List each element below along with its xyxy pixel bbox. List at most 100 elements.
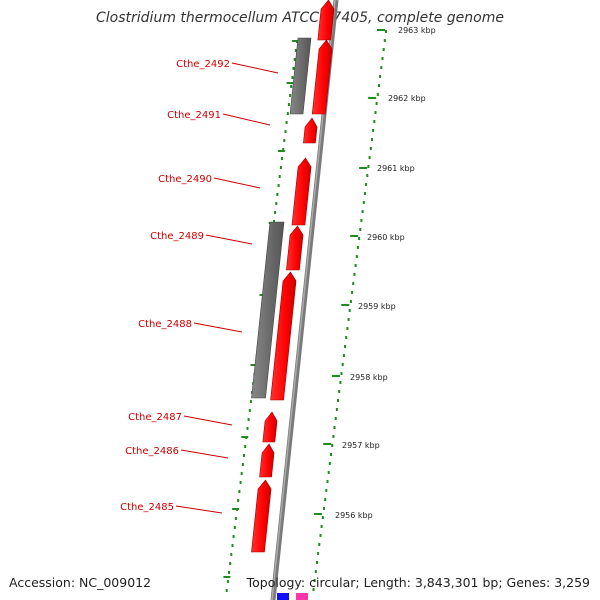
tick-mark (324, 498, 327, 501)
tick-mark (284, 130, 287, 133)
gene-labels: Cthe_2492 Cthe_2491 Cthe_2490 Cthe_2489 Cthe… (120, 59, 230, 513)
tick-mark (385, 30, 387, 33)
tick-mark (365, 183, 368, 186)
tick-mark (285, 121, 288, 124)
tick-mark (351, 291, 354, 294)
tick-mark (375, 102, 378, 105)
tick-mark (349, 300, 352, 303)
tick-mark (276, 193, 279, 196)
tick-mark (323, 507, 325, 510)
tick-mark (383, 39, 386, 42)
tick-mark (367, 165, 370, 168)
inner-tick-track (312, 29, 387, 591)
tick-mark (291, 76, 294, 79)
tick-mark (382, 48, 385, 51)
gene-label: Cthe_2489 (150, 231, 204, 242)
tick-mark (273, 220, 275, 223)
tick-mark (359, 228, 362, 231)
scale-label: 2962 kbp (388, 94, 426, 103)
tick-mark (286, 112, 289, 115)
tick-mark (289, 94, 292, 97)
tick-mark (358, 237, 361, 240)
tick-mark (238, 490, 241, 493)
tick-mark (328, 462, 331, 465)
tick-mark (281, 157, 283, 160)
scale-label: 2963 kbp (398, 26, 436, 35)
tick-mark (341, 363, 344, 366)
leader-line (183, 415, 233, 426)
tick-mark (249, 400, 252, 403)
tick-mark (292, 67, 295, 70)
leader-line (222, 113, 271, 126)
major-tick (359, 167, 368, 169)
tick-mark (293, 58, 296, 61)
tick-mark (361, 210, 364, 213)
tick-mark (275, 202, 278, 205)
tick-mark (338, 390, 341, 393)
tick-mark (362, 201, 365, 204)
blue-feature (277, 593, 289, 600)
scale-label: 2958 kbp (350, 373, 388, 382)
scale-label: 2959 kbp (358, 302, 396, 311)
tick-mark (313, 579, 316, 582)
leader-line (175, 505, 223, 514)
tick-mark (240, 472, 243, 475)
tick-mark (337, 399, 339, 402)
leader-line (180, 449, 229, 459)
leader-line (205, 234, 253, 245)
scale-label: 2961 kbp (377, 164, 415, 173)
tick-mark (319, 534, 322, 537)
major-tick (241, 436, 249, 438)
scale-label: 2960 kbp (367, 233, 405, 242)
gene-arrow-cthe-2486 (259, 443, 275, 478)
tick-mark (237, 499, 240, 502)
tick-mark (327, 471, 330, 474)
tick-mark (279, 166, 282, 169)
gene-label: Cthe_2488 (138, 319, 192, 330)
major-tick (223, 576, 231, 578)
tick-mark (226, 580, 229, 583)
tick-mark (376, 93, 379, 96)
tick-mark (320, 525, 323, 528)
tick-mark (339, 381, 342, 384)
gene-arrow-cthe-2489 (286, 225, 304, 271)
tick-mark (248, 409, 251, 412)
map-title: Clostridium thermocellum ATCC 27405, com… (96, 10, 504, 26)
tick-mark (369, 147, 372, 150)
major-tick (292, 40, 299, 42)
tick-mark (278, 175, 281, 178)
major-tick (350, 235, 359, 237)
gene-label: Cthe_2487 (128, 412, 182, 423)
major-tick (286, 82, 294, 84)
leader-line (213, 177, 261, 189)
tick-mark (348, 309, 351, 312)
major-tick (323, 443, 332, 445)
homolog-track (251, 37, 312, 399)
major-tick (277, 150, 285, 152)
tick-mark (374, 111, 377, 114)
tick-mark (330, 453, 332, 456)
tick-mark (287, 103, 290, 106)
gene-arrow-cthe-2487 (262, 411, 278, 443)
tick-mark (316, 561, 318, 564)
gene-label: Cthe_2485 (120, 502, 174, 513)
tick-mark (332, 435, 335, 438)
tick-mark (225, 589, 228, 592)
tick-mark (234, 517, 237, 520)
major-tick (250, 364, 258, 366)
gene-label: Cthe_2486 (125, 446, 179, 457)
tick-mark (371, 138, 373, 141)
tick-mark (228, 571, 230, 574)
tick-mark (317, 552, 320, 555)
homolog-bar (289, 37, 312, 115)
tick-mark (356, 246, 359, 249)
label-leaders (175, 62, 279, 514)
tick-mark (360, 219, 363, 222)
tick-mark (243, 454, 245, 457)
leader-line (193, 322, 243, 333)
tick-mark (230, 553, 233, 556)
tick-mark (233, 526, 236, 529)
topology-text: Topology: circular; Length: 3,843,301 bp… (246, 575, 590, 590)
tick-mark (229, 562, 232, 565)
